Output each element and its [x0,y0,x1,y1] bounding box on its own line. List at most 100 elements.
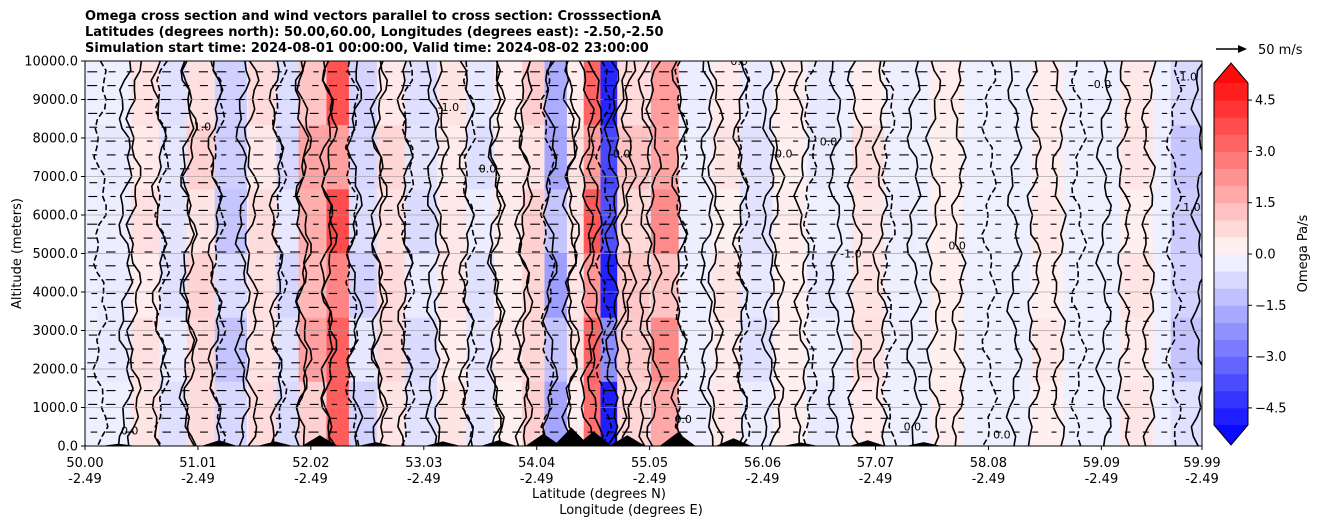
omega-band-cell [1120,125,1153,191]
omega-band-cell [348,253,382,319]
x-tick-label-longitude: -2.49 [294,472,328,487]
colorbar: 4.5 3.0 1.5 0.0 −1.5 −3.0 −4.5 [1213,62,1287,446]
omega-band-cell [494,253,527,319]
omega-band-cell [930,317,963,383]
x-tick-label-longitude: -2.49 [407,472,441,487]
contour-line [880,61,898,446]
colorbar-segment [1214,390,1248,409]
x-tick-label-longitude: -2.49 [520,472,554,487]
contour-line [154,61,171,446]
contour-line [674,61,690,446]
colorbar-segment [1214,339,1248,358]
x-tick-label-latitude: 56.06 [744,456,781,471]
omega-band-cell [158,125,192,191]
omega-band-cell [740,253,773,319]
omega-band-cell [130,253,164,319]
omega-band-cell [678,253,711,319]
x-tick-label-longitude: -2.49 [68,472,102,487]
x-tick-label-latitude: 54.04 [518,456,555,471]
colorbar-segment [1214,288,1248,306]
contour-line [594,61,613,446]
chart-title: Omega cross section and wind vectors par… [85,9,664,56]
contour-label: 0.0 [674,413,692,426]
contour-line [539,61,557,446]
omega-band-cell [1030,381,1064,446]
omega-band-cell [852,381,885,446]
omega-band-cell [130,125,164,191]
x-tick-label-latitude: 58.08 [970,456,1007,471]
y-tick-label: 2000.0 [33,363,79,378]
omega-band-cell [466,125,499,191]
y-tick-label: 7000.0 [33,170,79,185]
contour-label: 0.0 [948,240,966,253]
y-axis: 0.0 1000.0 2000.0 3000.0 4000.0 5000.0 6000.0 7… [24,55,85,455]
omega-band-cell [158,61,192,127]
omega-band-cell [773,317,807,383]
y-tick-label: 0.0 [57,440,78,455]
omega-band-cell [97,125,130,191]
omega-band-cell [712,253,745,319]
omega-band-cell [885,61,918,127]
contour-label: 0.0 [993,428,1011,441]
y-tick-label: 1000.0 [33,401,79,416]
omega-band-cell [650,61,684,127]
title-line-1: Omega cross section and wind vectors par… [85,9,661,24]
omega-band-cell [158,189,192,255]
x-tick-label-latitude: 53.03 [405,456,442,471]
contour-line [735,61,751,446]
y-tick-label: 6000.0 [33,209,79,224]
omega-band-cell [97,61,130,127]
vector-key: 50 m/s [1216,43,1303,58]
omega-band-cell [807,189,840,255]
colorbar-segment [1214,134,1248,152]
contour-line [801,61,818,446]
colorbar-segment [1214,202,1248,221]
contour-line [1070,61,1088,446]
omega-band-cell [986,189,1019,255]
colorbar-tick-label: −3.0 [1255,350,1287,365]
colorbar-segment [1214,373,1248,392]
colorbar-segment [1214,407,1248,426]
omega-band-cell [214,61,247,127]
omega-band-cell [1075,253,1108,319]
omega-band-cell [404,189,438,255]
omega-band-cell [1030,189,1064,255]
contour-line [92,61,109,446]
omega-band-cell [248,125,281,191]
omega-band-cell [298,317,331,383]
x-tick-label-longitude: -2.49 [859,472,893,487]
colorbar-segment [1214,185,1248,204]
colorbar-segment [1214,168,1248,187]
colorbar-segment [1214,117,1248,135]
y-tick-label: 4000.0 [33,286,79,301]
contour-label: 1.0 [1183,201,1201,214]
colorbar-segment [1214,254,1248,272]
x-tick-label-longitude: -2.49 [1185,472,1219,487]
plot-area: 0.0 0.0 -1.0 0.0 -1.0 0.0 0.0 0.0 0.0 -1.0 0.0 0.0 1… [85,61,1202,446]
x-tick-label-longitude: -2.49 [633,472,667,487]
omega-band-cell [885,125,918,191]
contour-line [344,61,360,446]
x-tick-label-longitude: -2.49 [972,472,1006,487]
contour-label: 0.0 [904,421,922,434]
y-tick-label: 10000.0 [24,55,78,70]
colorbar-tick-label: 3.0 [1255,145,1276,160]
y-tick-label: 3000.0 [33,324,79,339]
omega-band-cell [404,253,438,319]
omega-band-cell [986,61,1019,127]
contour-label: -1.0 [840,247,861,260]
omega-band-cell [1170,381,1202,446]
contour-label: 1.0 [194,120,212,133]
omega-band-cell [186,253,219,319]
colorbar-tick-label: 1.5 [1255,196,1276,211]
omega-band-cell [1170,253,1202,319]
omega-band-cell [1170,125,1202,191]
y-tick-label: 5000.0 [33,247,79,262]
colorbar-label: Omega Pa/s [1296,214,1311,292]
x-tick-label-latitude: 55.05 [631,456,668,471]
contour-label: 0.0 [613,147,631,160]
colorbar-segment [1214,305,1248,323]
x-tick-label-longitude: -2.49 [181,472,215,487]
contour-labels: 0.0 0.0 -1.0 0.0 -1.0 0.0 0.0 0.0 0.0 -1.0 0.0 0.0 1… [121,61,1201,441]
